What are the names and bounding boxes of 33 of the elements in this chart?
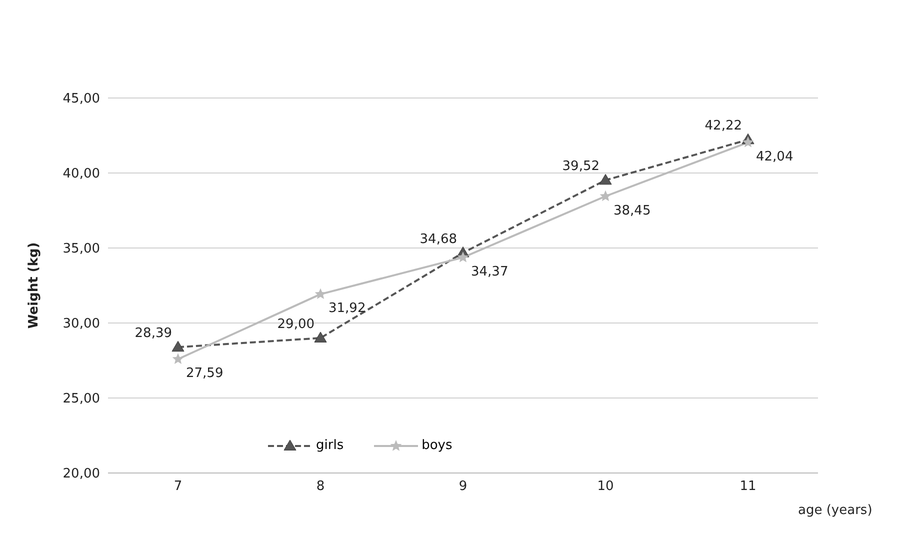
x-tick-label: 9 xyxy=(458,479,468,494)
data-label: 27,59 xyxy=(186,366,224,382)
point xyxy=(314,332,327,342)
legend-label: girls xyxy=(316,438,344,453)
point xyxy=(742,136,754,148)
x-tick-label: 7 xyxy=(174,479,182,494)
x-axis-title: age (years) xyxy=(798,503,872,518)
point xyxy=(314,288,326,300)
y-tick-label: 20,00 xyxy=(62,466,100,482)
y-tick-label: 40,00 xyxy=(62,166,100,182)
data-label: 28,39 xyxy=(134,326,172,342)
data-label: 34,37 xyxy=(471,264,508,280)
data-label: 42,22 xyxy=(704,118,742,134)
point xyxy=(172,340,184,352)
y-tick-label: 45,00 xyxy=(62,92,100,107)
legend-label: boys xyxy=(422,438,452,453)
data-label: 34,68 xyxy=(420,232,457,247)
point xyxy=(600,190,612,202)
y-axis-title: Weight (kg) xyxy=(26,242,42,329)
data-label: 31,92 xyxy=(328,301,366,316)
data-label: 38,45 xyxy=(614,203,651,218)
data-label: 42,04 xyxy=(756,149,794,164)
y-tick-label: 25,00 xyxy=(62,392,100,407)
point xyxy=(457,251,469,262)
x-tick-label: 11 xyxy=(740,479,756,494)
point xyxy=(172,353,184,364)
data-label: 39,52 xyxy=(562,159,600,174)
y-tick-label: 35,00 xyxy=(62,242,100,257)
y-tick-label: 30,00 xyxy=(62,316,100,332)
x-tick-label: 8 xyxy=(316,479,325,494)
point xyxy=(599,174,612,185)
data-label: 29,00 xyxy=(277,317,314,332)
x-tick-label: 10 xyxy=(597,479,614,494)
